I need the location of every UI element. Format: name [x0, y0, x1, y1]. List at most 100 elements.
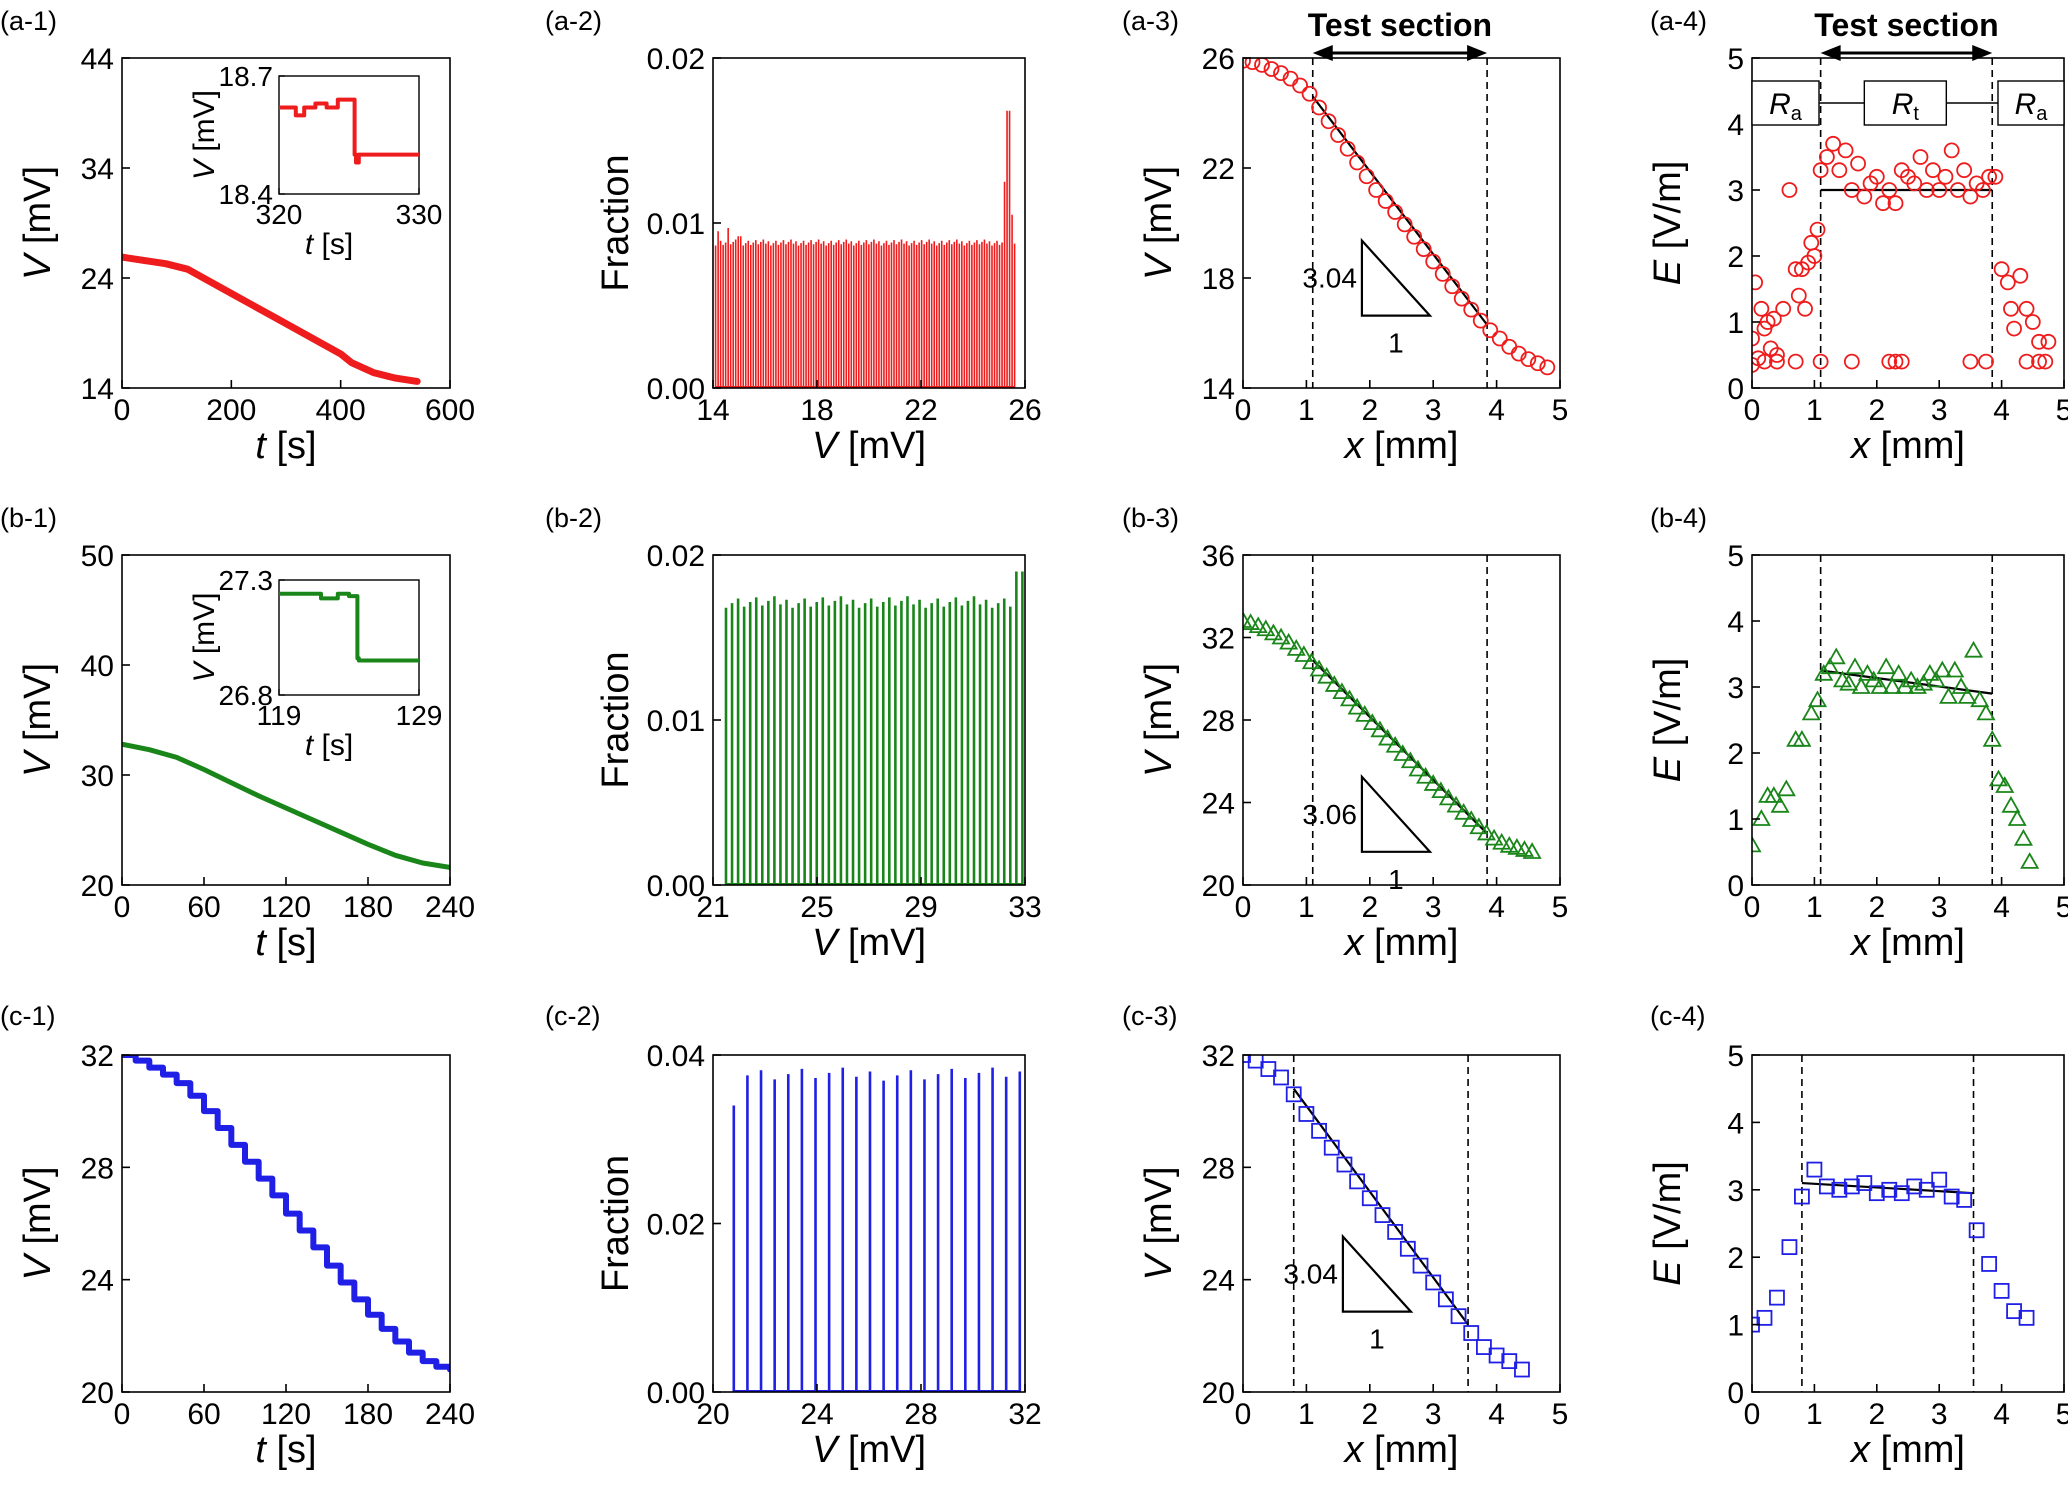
data-point — [1870, 677, 1890, 694]
y-axis-label-italic: V — [1138, 748, 1180, 777]
y-tick-label: 14 — [81, 373, 114, 406]
x-axis-label: x [mm] — [1343, 922, 1459, 964]
y-axis-label-italic: V — [17, 1252, 59, 1281]
data-point — [1918, 1181, 1935, 1198]
inset-series-line — [279, 591, 419, 663]
x-tick-label: 3 — [1425, 1398, 1442, 1431]
panel-label: (a-3) — [1122, 6, 1179, 36]
plot-area — [122, 1055, 450, 1373]
y-axis-label: V [mV] — [1138, 663, 1180, 777]
y-axis-label-unit: [V/m] — [1647, 1161, 1689, 1260]
x-tick-label: 2 — [1361, 1398, 1378, 1431]
inset-x-tick-label: 119 — [257, 700, 302, 731]
x-tick-label: 2 — [1868, 394, 1885, 427]
data-point — [1529, 355, 1546, 372]
panel-a-3: (a-3) 3.04 1 0 1 2 3 4 5 14 18 22 26 x [mm] V [mV] Test… — [1122, 6, 1568, 467]
x-tick-label: 120 — [261, 891, 311, 924]
data-point — [1876, 657, 1896, 675]
x-tick-label: 3 — [1931, 891, 1948, 924]
x-tick-label: 4 — [1488, 1398, 1505, 1431]
y-axis-label-italic: E — [1647, 756, 1689, 782]
data-point — [1901, 670, 1921, 688]
data-point — [1514, 1361, 1530, 1378]
y-tick-label: 30 — [81, 760, 114, 793]
x-tick-label: 3 — [1931, 1398, 1948, 1431]
y-tick-label: 0.00 — [647, 1377, 705, 1410]
x-tick-label: 22 — [904, 394, 937, 427]
resistor-rt-symbol: R — [1892, 88, 1914, 121]
x-axis-label-italic: t — [255, 1429, 267, 1471]
resistor-ra-left-symbol: R — [1769, 88, 1791, 121]
data-point — [1988, 769, 2009, 787]
y-tick-label: 1 — [1727, 307, 1744, 340]
panel-c-4: (c-4) 0 1 2 3 4 5 0 1 2 3 4 5 x [mm] E [V/m] — [1647, 1001, 2068, 1471]
data-point — [1978, 353, 1994, 370]
data-point — [1412, 1257, 1429, 1274]
data-point — [1931, 182, 1948, 198]
y-axis-label-italic: V — [1138, 251, 1180, 280]
plot-area — [1243, 555, 1542, 885]
y-tick-label: 28 — [81, 1152, 114, 1185]
x-axis-label-italic: V — [812, 425, 841, 467]
data-point — [1806, 248, 1823, 264]
panel-a-1: (a-1) 0 200 400 600 14 24 34 44 t [s] V [mV] 320 330… — [0, 6, 475, 467]
x-tick-label: 3 — [1931, 394, 1948, 427]
x-tick-label: 240 — [425, 1398, 475, 1431]
data-point — [1425, 253, 1442, 270]
data-point — [1906, 1178, 1923, 1195]
data-point — [1995, 776, 2015, 793]
x-tick-label: 0 — [114, 1398, 131, 1431]
data-point — [1469, 817, 1489, 835]
data-point — [1385, 735, 1405, 753]
fit-line — [1311, 95, 1488, 326]
x-tick-label: 180 — [343, 1398, 393, 1431]
y-tick-label: 20 — [1202, 1377, 1235, 1410]
plot-area — [122, 741, 450, 870]
data-point — [2012, 267, 2029, 284]
inset-series-line — [279, 97, 419, 165]
x-tick-label: 240 — [425, 891, 475, 924]
data-point — [1951, 677, 1971, 694]
y-tick-label: 0.01 — [647, 208, 705, 241]
slope-rise-label: 3.04 — [1302, 263, 1357, 294]
y-axis-label-unit: [mV] — [17, 663, 59, 752]
data-point — [1943, 142, 1960, 159]
x-tick-label: 0 — [1235, 891, 1252, 924]
y-tick-label: 5 — [1727, 1040, 1744, 1073]
data-point — [1792, 729, 1812, 747]
inset-x-axis-label-unit: [s] — [313, 729, 353, 762]
data-point — [1956, 162, 1973, 179]
data-point — [1301, 652, 1322, 670]
y-axis-label: Fraction — [595, 154, 637, 291]
data-point — [1362, 713, 1382, 730]
y-tick-label: 5 — [1727, 540, 1744, 573]
data-point — [1298, 1106, 1315, 1122]
y-tick-label: 26 — [1202, 43, 1235, 76]
data-point — [1273, 65, 1289, 82]
data-point — [1423, 774, 1443, 791]
axes-frame — [1751, 57, 2065, 389]
resistor-ra-left-box — [1751, 80, 1820, 126]
inset-x-tick-label: 330 — [396, 199, 443, 230]
x-tick-label: 5 — [1552, 891, 1569, 924]
slope-triangle — [1341, 1233, 1414, 1313]
data-point — [1399, 1240, 1416, 1257]
y-tick-label: 24 — [81, 1265, 114, 1298]
data-point — [1881, 353, 1898, 370]
data-point — [1349, 1173, 1366, 1190]
y-tick-label: 0.02 — [647, 540, 705, 573]
x-tick-label: 400 — [316, 394, 366, 427]
data-point — [1850, 155, 1866, 172]
data-point — [1781, 1239, 1798, 1255]
x-tick-label: 180 — [343, 891, 393, 924]
panel-label: (c-1) — [0, 1001, 56, 1031]
data-point — [1752, 274, 1764, 291]
data-point — [1347, 697, 1367, 715]
data-point — [1285, 1086, 1302, 1103]
x-axis-label-italic: V — [812, 1429, 841, 1471]
plot-area — [1752, 58, 2057, 388]
y-tick-label: 18 — [1202, 263, 1235, 296]
panel-label: (b-1) — [0, 503, 57, 533]
x-axis-label-italic: x — [1849, 922, 1872, 964]
y-axis-label-unit: [mV] — [1138, 1166, 1180, 1255]
